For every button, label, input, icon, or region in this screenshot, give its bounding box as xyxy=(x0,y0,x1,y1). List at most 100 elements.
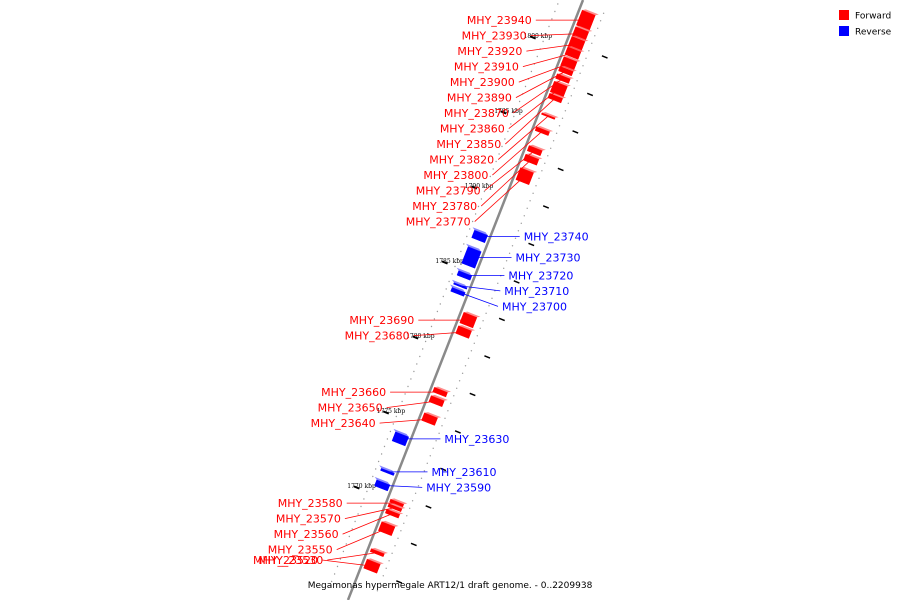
spacer-dot xyxy=(541,170,543,172)
gene-bevel xyxy=(371,547,388,554)
spacer-dot xyxy=(476,335,478,337)
gene-bevel xyxy=(367,558,384,565)
gene-label[interactable]: MHY_23570 xyxy=(276,513,341,526)
spacer-dot xyxy=(372,475,374,478)
spacer-dot xyxy=(447,410,449,412)
gene-label[interactable]: MHY_23530 xyxy=(258,554,323,567)
gene-label[interactable]: MHY_23850 xyxy=(436,138,501,151)
spacer-dot xyxy=(498,153,500,155)
spacer-dot xyxy=(369,483,371,485)
spacer-dot xyxy=(513,115,515,118)
gene-label[interactable]: MHY_23700 xyxy=(502,300,567,313)
spacer-dot xyxy=(535,185,537,187)
gene-label[interactable]: MHY_23870 xyxy=(444,107,509,120)
gene-label[interactable]: MHY_23800 xyxy=(423,169,488,182)
spacer-dot xyxy=(480,198,483,200)
spacer-dot xyxy=(544,162,546,164)
gene-label[interactable]: MHY_23780 xyxy=(412,200,477,213)
gene-label[interactable]: MHY_23650 xyxy=(318,402,383,415)
spacer-dot xyxy=(552,140,555,142)
gene-MHY_23700[interactable] xyxy=(450,287,466,297)
gene-bevel xyxy=(572,35,589,42)
minor-tick xyxy=(513,280,520,284)
legend-forward-swatch xyxy=(839,10,849,20)
spacer-dot xyxy=(573,87,575,90)
spacer-dot xyxy=(551,18,553,20)
spacer-dot xyxy=(451,273,453,275)
legend: Forward Reverse xyxy=(839,10,892,38)
gene-label[interactable]: MHY_23610 xyxy=(432,466,497,479)
gene-label[interactable]: MHY_23740 xyxy=(524,230,589,243)
spacer-dot xyxy=(489,175,491,178)
gene-label[interactable]: MHY_23930 xyxy=(462,30,527,43)
scale-tick-label: 1770 kbp xyxy=(347,483,376,490)
gene-label[interactable]: MHY_23690 xyxy=(349,314,414,327)
spacer-dot xyxy=(413,370,415,373)
gene-label[interactable]: MHY_23860 xyxy=(440,123,505,136)
gene-bevel xyxy=(386,508,404,515)
gene-label[interactable]: MHY_23920 xyxy=(457,45,522,58)
spacer-dot xyxy=(579,72,581,75)
spacer-dots xyxy=(330,3,605,592)
gene-label[interactable]: MHY_23900 xyxy=(450,76,515,89)
gene-label[interactable]: MHY_23910 xyxy=(454,61,519,74)
spacer-dot xyxy=(457,258,459,260)
scale-tick xyxy=(470,185,478,190)
spacer-dot xyxy=(524,85,527,88)
gene-label[interactable]: MHY_23720 xyxy=(508,269,573,282)
spacer-dot xyxy=(454,265,456,268)
gene-bevel xyxy=(529,144,546,151)
gene-bevel xyxy=(549,92,567,99)
gene-label[interactable]: MHY_23550 xyxy=(268,544,333,557)
gene-label[interactable]: MHY_23660 xyxy=(321,386,386,399)
gene-label[interactable]: MHY_23730 xyxy=(516,251,581,264)
scale-tick xyxy=(382,410,390,415)
gene-MHY_23590[interactable] xyxy=(374,479,391,492)
spacer-dot xyxy=(547,155,549,157)
gene-bevel xyxy=(472,227,488,236)
spacer-dot xyxy=(435,440,437,442)
gene-label[interactable]: MHY_23940 xyxy=(467,14,532,27)
minor-tick xyxy=(484,355,491,359)
gene-leader-line xyxy=(342,513,393,535)
spacer-dot xyxy=(417,485,420,487)
spacer-dot xyxy=(416,363,418,365)
spacer-dot xyxy=(422,348,424,350)
spacer-dot xyxy=(458,380,461,382)
gene-labels: MHY_23940 MHY_23930 MHY_23920 MHY_23910 MHY_… xyxy=(253,14,589,567)
spacer-dot xyxy=(366,490,368,493)
gene-leader-line xyxy=(497,115,549,160)
gene-label[interactable]: MHY_23820 xyxy=(429,154,494,167)
gene-label[interactable]: MHY_23590 xyxy=(426,481,491,494)
spacer-dot xyxy=(453,395,455,397)
gene-label[interactable]: MHY_23580 xyxy=(278,497,343,510)
gene-label[interactable]: MHY_23640 xyxy=(311,417,376,430)
gene-label[interactable]: MHY_23770 xyxy=(406,216,471,229)
spacer-dot xyxy=(433,318,436,320)
spacer-dot xyxy=(591,42,593,44)
scale-tick-label: 1800 kbp xyxy=(524,33,553,40)
gene-label[interactable]: MHY_23710 xyxy=(504,285,569,298)
spacer-dot xyxy=(545,33,547,35)
gene-leader-line xyxy=(530,33,581,36)
spacer-dot xyxy=(461,372,464,374)
gene-label[interactable]: MHY_23680 xyxy=(345,330,410,343)
gene-label[interactable]: MHY_23890 xyxy=(447,92,512,105)
spacer-dot xyxy=(460,250,462,253)
gene-leader-line xyxy=(460,285,501,292)
gene-leader-line xyxy=(492,130,543,176)
spacer-dot xyxy=(438,432,440,434)
gene-label[interactable]: MHY_23520 xyxy=(253,554,318,567)
spacer-dot xyxy=(400,530,402,532)
gene-label[interactable]: MHY_23630 xyxy=(444,433,509,446)
gene-bevel xyxy=(379,465,395,474)
gene-label[interactable]: MHY_23790 xyxy=(416,185,481,198)
legend-reverse-label: Reverse xyxy=(855,28,892,38)
gene-leader-line xyxy=(413,331,464,336)
scale-tick-label: 1780 kbp xyxy=(406,333,435,340)
spacer-dot xyxy=(424,340,427,343)
spacer-dot xyxy=(397,537,399,539)
spacer-dot xyxy=(567,102,569,105)
spacer-dot xyxy=(456,387,458,389)
gene-label[interactable]: MHY_23560 xyxy=(274,528,339,541)
